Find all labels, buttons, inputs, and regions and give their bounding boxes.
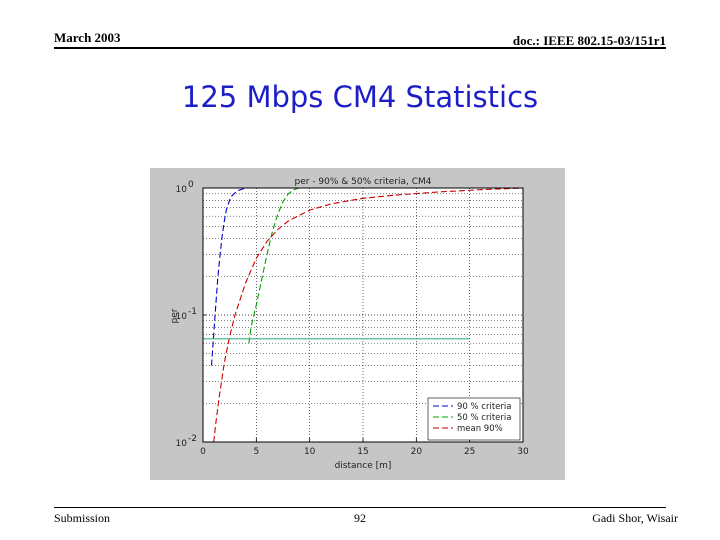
series-lines <box>203 187 524 443</box>
x-tick-label: 25 <box>464 447 475 457</box>
footer-rule <box>54 507 666 508</box>
legend-label-2: 50 % criteria <box>457 413 511 423</box>
x-tick-label: 20 <box>411 447 423 457</box>
footer-page-number: 92 <box>354 511 366 525</box>
x-tick-label: 15 <box>357 447 368 457</box>
x-axis-label: distance [m] <box>335 461 392 471</box>
header-doc-id: doc.: IEEE 802.15-03/151r1 <box>512 33 666 48</box>
footer-submission: Submission <box>54 511 111 525</box>
y-tick-exponent: 0 <box>188 180 194 190</box>
x-tick-label: 5 <box>253 447 259 457</box>
y-tick-label: 10 <box>176 185 188 195</box>
chart-figure: 0 5 10 15 20 25 30 10 0 10 -1 10 -2 per - 90% & 50%… <box>150 168 565 480</box>
y-tick-exponent: -1 <box>188 307 197 317</box>
series-line-3 <box>213 187 524 443</box>
y-tick-label: 10 <box>176 439 188 449</box>
grid <box>203 188 523 442</box>
x-ticks: 0 5 10 15 20 25 30 <box>200 438 529 457</box>
x-tick-label: 0 <box>200 447 206 457</box>
slide-title: 125 Mbps CM4 Statistics <box>181 80 539 114</box>
legend-box <box>427 397 521 441</box>
legend-label-3: mean 90% <box>457 424 503 434</box>
chart-title: per - 90% & 50% criteria, CM4 <box>295 177 432 187</box>
header-rule <box>54 47 666 49</box>
footer-author: Gadi Shor, Wisair <box>592 511 678 525</box>
y-tick-label: 10 <box>176 312 188 322</box>
header-date: March 2003 <box>54 30 121 45</box>
y-axis-label: per <box>170 308 180 323</box>
x-tick-label: 30 <box>517 447 529 457</box>
x-tick-label: 10 <box>304 447 316 457</box>
series-line-2 <box>248 187 523 344</box>
legend-label-1: 90 % criteria <box>457 402 511 412</box>
y-tick-exponent: -2 <box>188 434 197 444</box>
series-line-1 <box>210 187 523 366</box>
